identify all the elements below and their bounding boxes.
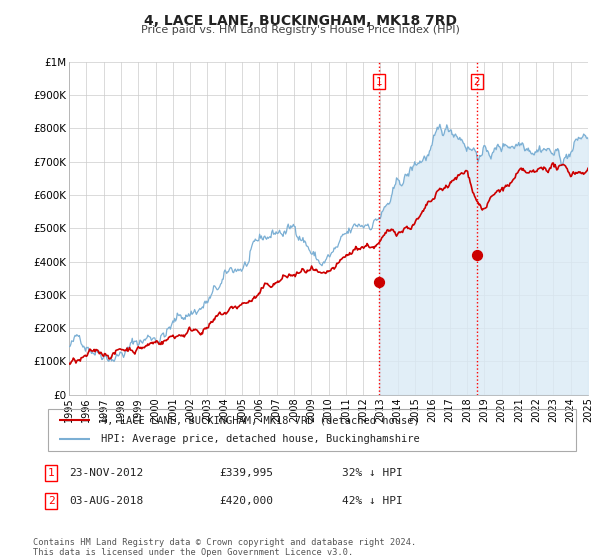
Text: 42% ↓ HPI: 42% ↓ HPI	[342, 496, 403, 506]
Text: 4, LACE LANE, BUCKINGHAM, MK18 7RD (detached house): 4, LACE LANE, BUCKINGHAM, MK18 7RD (deta…	[101, 415, 419, 425]
Text: 23-NOV-2012: 23-NOV-2012	[69, 468, 143, 478]
Text: 1: 1	[376, 77, 382, 87]
Text: 2: 2	[47, 496, 55, 506]
Text: 03-AUG-2018: 03-AUG-2018	[69, 496, 143, 506]
Text: 4, LACE LANE, BUCKINGHAM, MK18 7RD: 4, LACE LANE, BUCKINGHAM, MK18 7RD	[143, 14, 457, 28]
Point	[374, 277, 383, 286]
Text: 2: 2	[473, 77, 480, 87]
Text: £420,000: £420,000	[219, 496, 273, 506]
Text: Contains HM Land Registry data © Crown copyright and database right 2024.
This d: Contains HM Land Registry data © Crown c…	[33, 538, 416, 557]
Text: 32% ↓ HPI: 32% ↓ HPI	[342, 468, 403, 478]
Text: HPI: Average price, detached house, Buckinghamshire: HPI: Average price, detached house, Buck…	[101, 435, 419, 445]
Text: £339,995: £339,995	[219, 468, 273, 478]
Text: 1: 1	[47, 468, 55, 478]
Text: Price paid vs. HM Land Registry's House Price Index (HPI): Price paid vs. HM Land Registry's House …	[140, 25, 460, 35]
Point	[472, 250, 482, 259]
